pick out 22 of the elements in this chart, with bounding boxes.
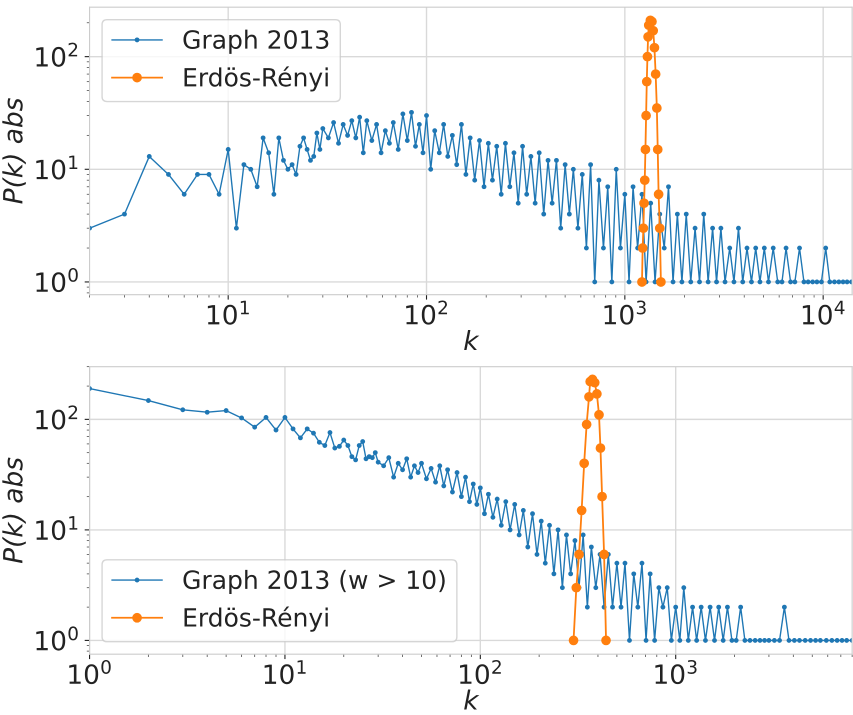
- legend-label: Erdös-Rényi: [184, 606, 328, 632]
- legend-label: Graph 2013 (w > 10): [183, 570, 445, 594]
- y-tick-label: 10$^{0}$: [36, 268, 78, 292]
- x-tick-label: 10$^{0}$: [69, 660, 111, 684]
- legend-label: Erdös-Rényi: [184, 66, 328, 92]
- x-tick-label: 10$^{1}$: [264, 660, 306, 684]
- x-tick-label: 10$^{2}$: [406, 300, 448, 325]
- y-tick-label: 10$^{0}$: [36, 626, 78, 651]
- x-axis-title: k: [464, 330, 480, 350]
- y-tick-label: 10$^{1}$: [36, 516, 78, 540]
- y-tick-label: 10$^{1}$: [36, 156, 78, 180]
- y-tick-label: 10$^{2}$: [36, 405, 78, 430]
- x-tick-label: 10$^{1}$: [208, 300, 249, 325]
- x-axis-title: k: [464, 689, 480, 710]
- legend-label: Graph 2013: [183, 30, 328, 54]
- y-axis-title: P(k) abs: [2, 458, 26, 564]
- y-axis-title: P(k) abs: [2, 98, 26, 204]
- y-tick-label: 10$^{2}$: [36, 42, 78, 67]
- x-tick-label: 10$^{3}$: [604, 300, 646, 325]
- x-tick-label: 10$^{4}$: [802, 300, 844, 325]
- x-tick-label: 10$^{2}$: [460, 660, 501, 684]
- x-tick-label: 10$^{3}$: [655, 660, 697, 684]
